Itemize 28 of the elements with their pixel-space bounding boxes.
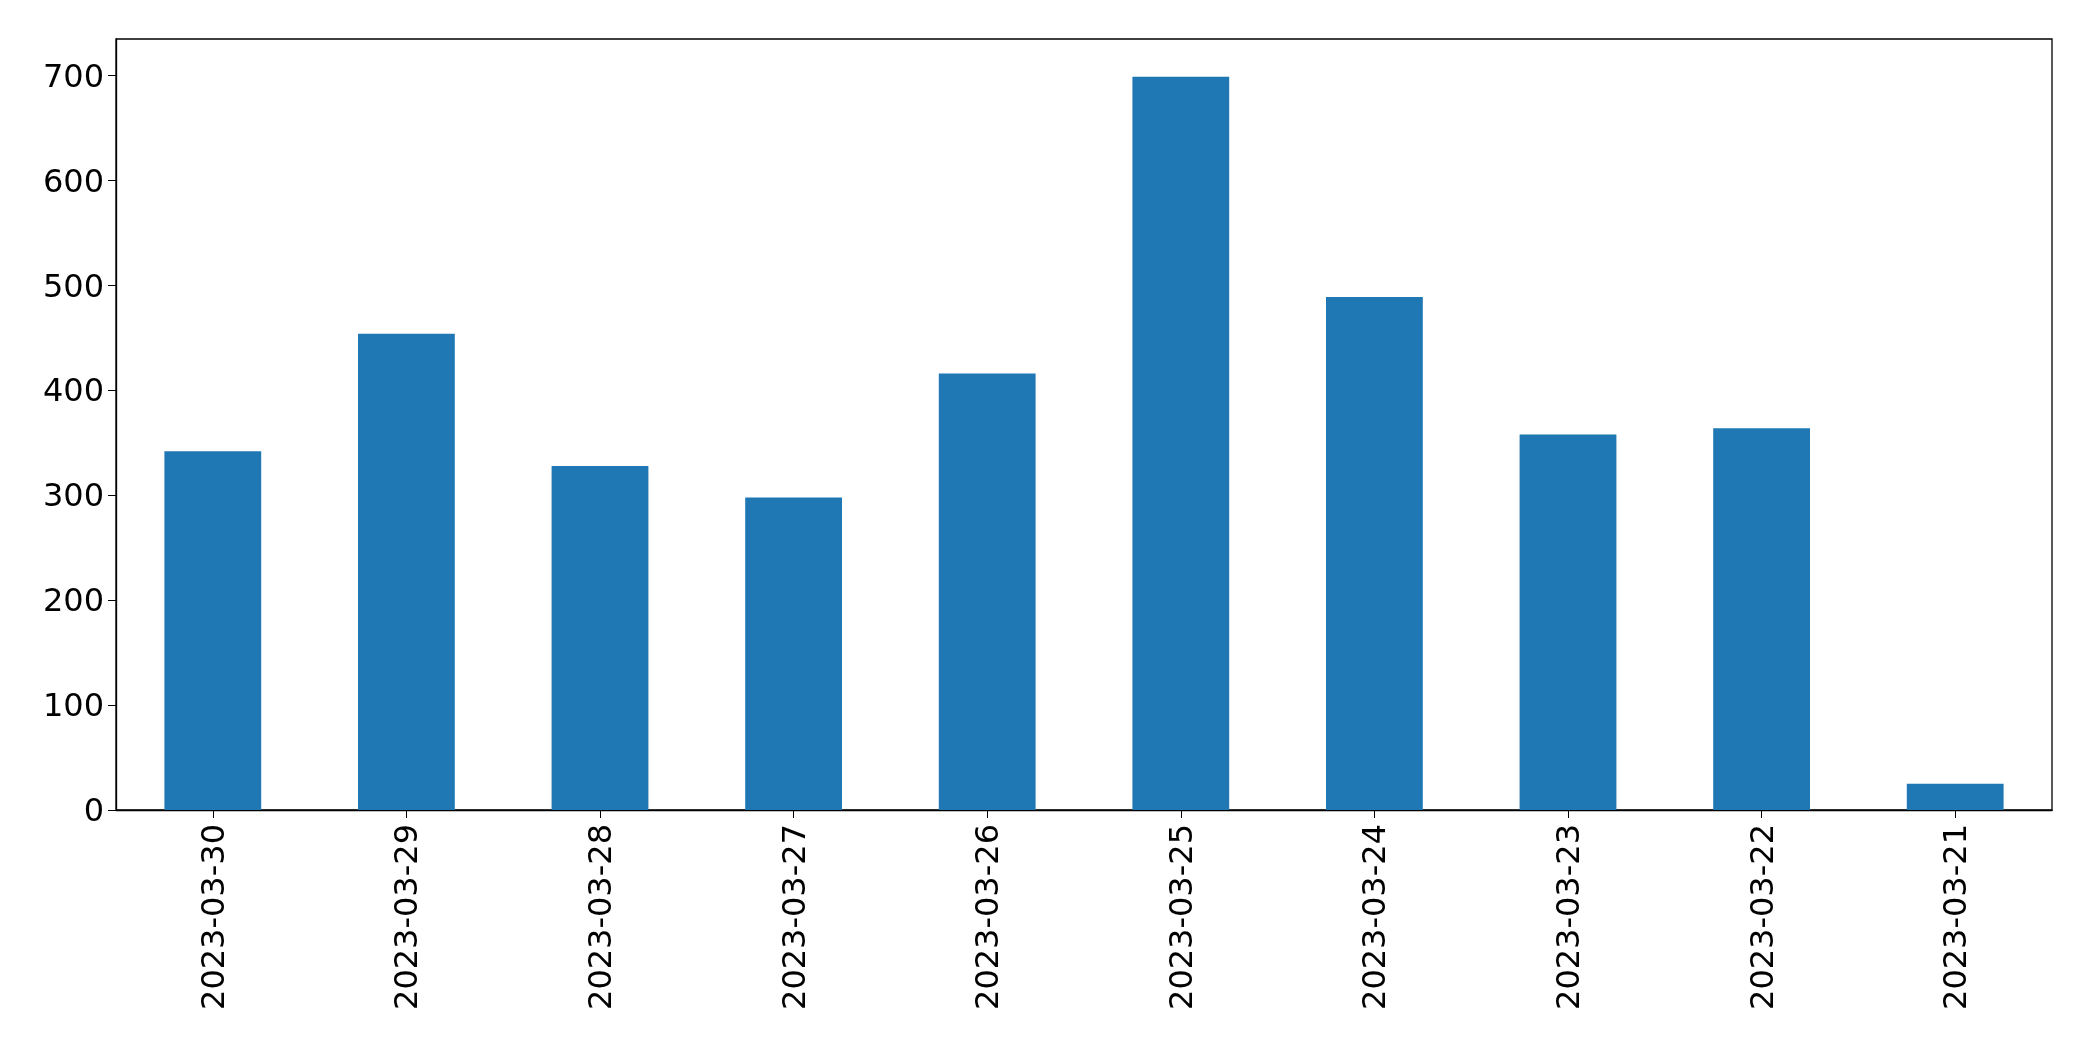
y-tick-label: 600 bbox=[42, 161, 104, 200]
bar bbox=[745, 497, 842, 810]
x-tick-label: 2023-03-25 bbox=[1161, 824, 1200, 1010]
y-tick-label: 200 bbox=[42, 581, 104, 620]
bar bbox=[1713, 428, 1810, 810]
x-tick-label: 2023-03-21 bbox=[1936, 824, 1975, 1010]
bar bbox=[551, 465, 649, 810]
x-tick-label: 2023-03-28 bbox=[581, 824, 619, 1010]
y-tick-label: 100 bbox=[42, 686, 104, 725]
y-tick-label: 400 bbox=[42, 371, 104, 410]
x-tick-label: 2023-03-23 bbox=[1549, 824, 1587, 1010]
y-tick-label: 700 bbox=[42, 56, 104, 95]
x-tick-label: 2023-03-27 bbox=[774, 824, 813, 1010]
bar bbox=[1326, 297, 1423, 810]
x-tick-label: 2023-03-26 bbox=[968, 824, 1007, 1010]
x-tick-label: 2023-03-22 bbox=[1742, 824, 1781, 1010]
x-tick-label: 2023-03-24 bbox=[1355, 824, 1394, 1010]
y-tick-label: 500 bbox=[42, 266, 104, 305]
x-tick-label: 2023-03-30 bbox=[193, 824, 232, 1010]
bar bbox=[1906, 783, 2004, 810]
bar bbox=[358, 333, 455, 810]
bar bbox=[1132, 76, 1230, 810]
bar bbox=[1519, 434, 1617, 810]
bar bbox=[164, 451, 262, 810]
y-tick-label: 300 bbox=[42, 476, 104, 515]
y-tick-label: 0 bbox=[83, 791, 104, 829]
x-tick-label: 2023-03-29 bbox=[387, 824, 426, 1010]
bar bbox=[938, 373, 1036, 810]
